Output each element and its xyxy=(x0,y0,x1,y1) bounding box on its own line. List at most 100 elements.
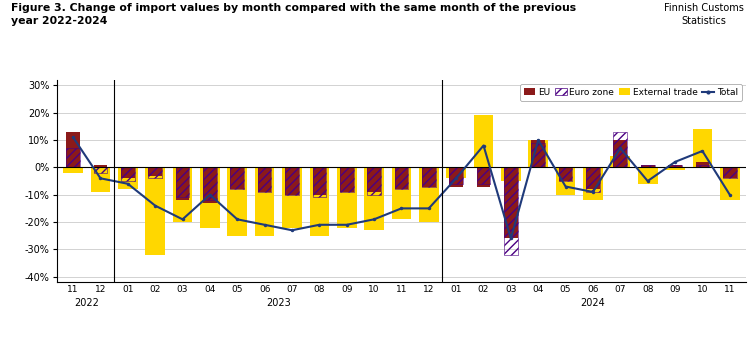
Text: 2024: 2024 xyxy=(581,298,606,308)
Total xyxy=(671,160,680,164)
Bar xyxy=(255,167,274,236)
Bar xyxy=(367,167,381,195)
Bar xyxy=(556,167,575,195)
Total xyxy=(451,176,460,180)
Total xyxy=(698,149,707,153)
Bar xyxy=(504,167,518,238)
Bar xyxy=(477,167,491,184)
Bar xyxy=(312,167,326,195)
Bar xyxy=(528,140,548,167)
Bar xyxy=(67,132,80,167)
Bar xyxy=(504,167,518,255)
Total xyxy=(150,204,160,208)
Bar xyxy=(285,167,299,195)
Bar xyxy=(610,156,631,167)
Bar xyxy=(364,167,384,230)
Bar xyxy=(446,167,466,178)
Bar xyxy=(91,167,110,192)
Bar xyxy=(175,167,190,200)
Total xyxy=(69,135,78,139)
Bar xyxy=(723,167,736,178)
Bar xyxy=(94,167,107,173)
Bar xyxy=(121,167,135,181)
Bar xyxy=(395,167,408,189)
Bar xyxy=(121,167,135,181)
Bar xyxy=(172,167,193,222)
Bar xyxy=(203,167,217,200)
Total xyxy=(96,176,105,180)
Total xyxy=(123,182,132,186)
Bar xyxy=(121,167,135,178)
Bar xyxy=(258,167,271,192)
Bar xyxy=(175,167,190,198)
Bar xyxy=(531,140,545,167)
Bar xyxy=(586,167,600,192)
Bar xyxy=(613,132,627,167)
Total xyxy=(616,146,625,150)
Bar xyxy=(200,167,220,227)
Total xyxy=(397,206,406,210)
Bar xyxy=(231,167,244,189)
Bar xyxy=(720,167,739,200)
Bar xyxy=(641,165,655,167)
Bar xyxy=(231,167,244,189)
Bar xyxy=(665,167,685,170)
Bar xyxy=(67,148,80,167)
Bar xyxy=(422,167,435,187)
Bar xyxy=(340,167,354,192)
Bar xyxy=(696,162,709,167)
Bar xyxy=(337,167,357,227)
Bar xyxy=(175,167,190,198)
Bar xyxy=(145,167,165,255)
Bar xyxy=(474,116,494,167)
Bar xyxy=(477,167,491,187)
Total xyxy=(233,217,242,221)
Bar xyxy=(723,167,736,178)
Bar xyxy=(367,167,381,192)
Text: Figure 3. Change of import values by month compared with the same month of the p: Figure 3. Change of import values by mon… xyxy=(11,3,577,26)
Total xyxy=(287,228,296,232)
Legend: EU, Euro zone, External trade, Total: EU, Euro zone, External trade, Total xyxy=(520,84,742,101)
Total xyxy=(370,217,379,221)
Bar xyxy=(449,167,463,184)
Bar xyxy=(312,167,326,198)
Bar xyxy=(118,167,138,189)
Bar xyxy=(395,167,408,189)
Bar xyxy=(641,165,655,167)
Bar xyxy=(559,167,572,181)
Bar xyxy=(449,167,463,187)
Text: Finnish Customs
Statistics: Finnish Customs Statistics xyxy=(664,3,744,26)
Bar xyxy=(340,167,354,192)
Bar xyxy=(586,167,600,189)
Bar xyxy=(559,167,572,181)
Bar xyxy=(64,167,83,173)
Bar xyxy=(638,167,658,184)
Bar xyxy=(531,143,545,167)
Total xyxy=(588,190,597,194)
Bar xyxy=(531,143,545,167)
Bar xyxy=(559,167,572,181)
Bar xyxy=(94,165,107,167)
Bar xyxy=(668,165,682,167)
Bar xyxy=(668,165,682,167)
Total xyxy=(561,185,570,189)
Bar xyxy=(668,165,682,167)
Bar xyxy=(148,167,162,178)
Bar xyxy=(449,167,463,184)
Bar xyxy=(723,167,736,178)
Bar xyxy=(504,167,518,255)
Text: 2022: 2022 xyxy=(74,298,99,308)
Total xyxy=(643,179,652,183)
Bar xyxy=(231,167,244,189)
Total xyxy=(534,138,543,142)
Total xyxy=(206,193,215,197)
Bar xyxy=(692,129,712,167)
Bar xyxy=(203,167,217,203)
Bar xyxy=(501,167,521,181)
Bar xyxy=(392,167,411,219)
Total xyxy=(424,206,433,210)
Bar xyxy=(395,167,408,189)
Total xyxy=(178,217,187,221)
Bar xyxy=(285,167,299,195)
Bar xyxy=(258,167,271,192)
